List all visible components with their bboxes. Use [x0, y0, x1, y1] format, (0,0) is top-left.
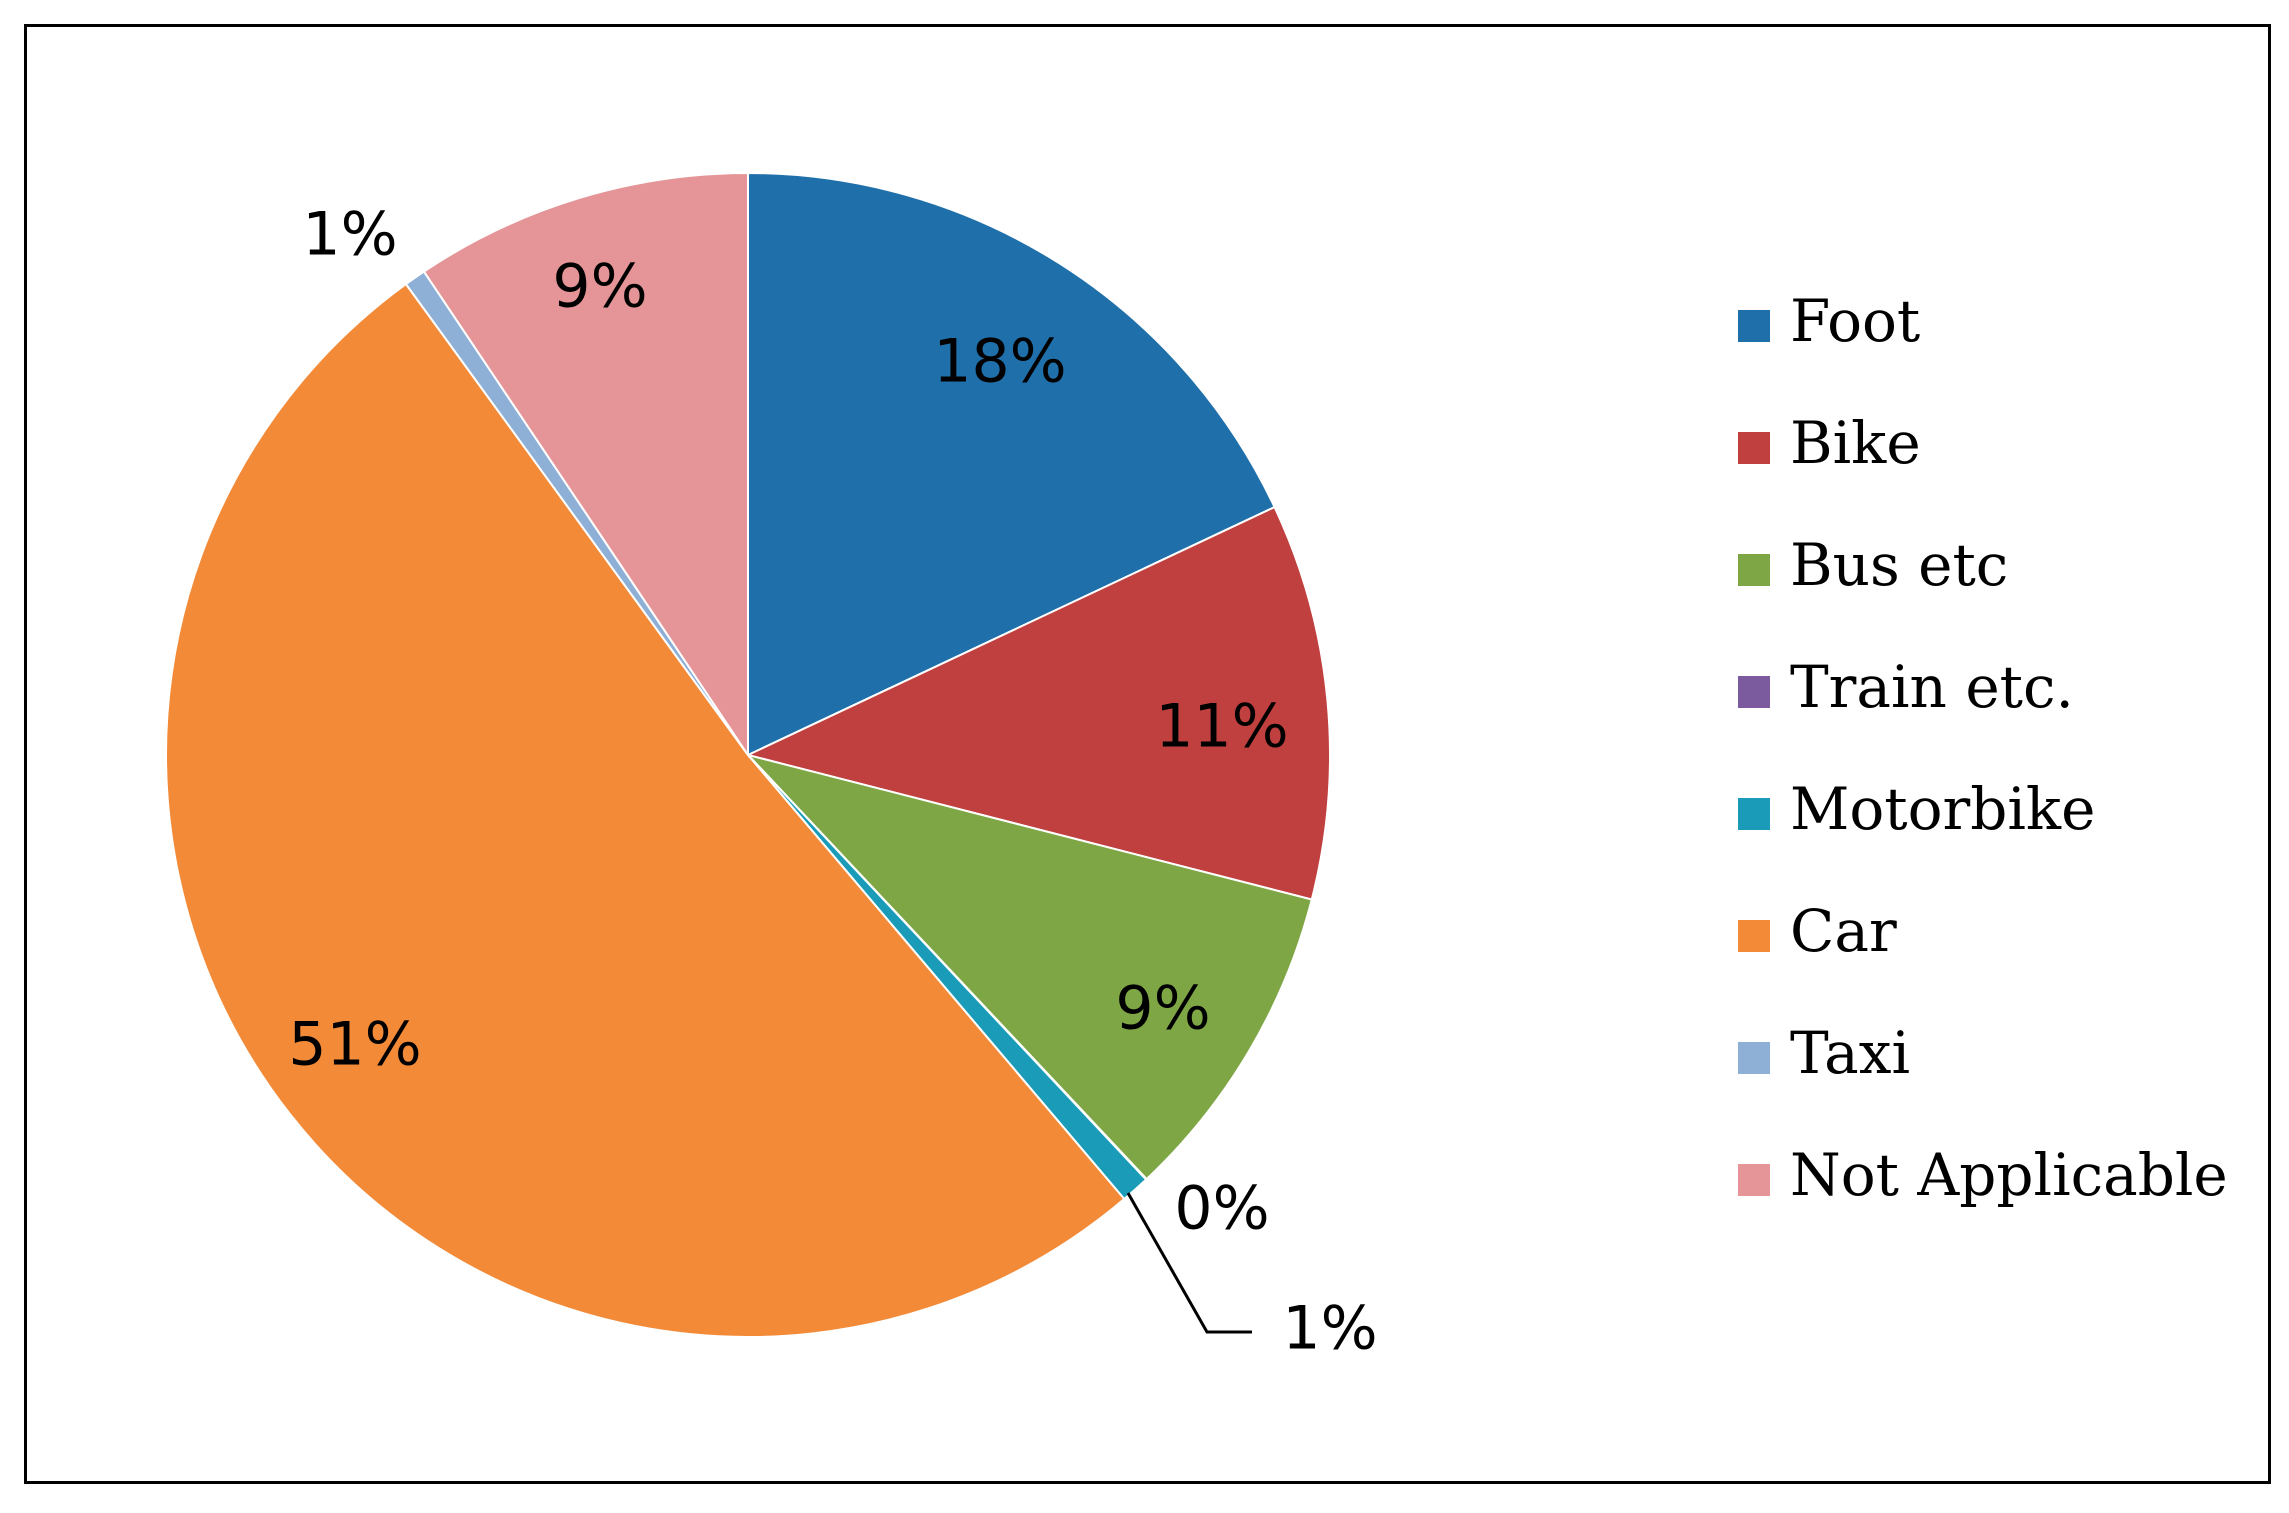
slice-car — [165, 282, 1126, 1338]
legend-swatch-train-etc — [1738, 676, 1770, 708]
legend-swatch-car — [1738, 920, 1770, 952]
data-label-foot: 18% — [933, 327, 1066, 397]
slice-labels: 18%11%9%0%1%51%1%9% — [288, 200, 1377, 1364]
legend: Foot Bike Bus etc Train etc. Motorbike Car Tax… — [1738, 287, 2228, 1209]
leader-line-motorbike — [1126, 1192, 1252, 1334]
slice-bike — [745, 505, 1331, 901]
legend-label-not-applicable: Not Applicable — [1790, 1141, 2228, 1209]
data-label-train-etc: 0% — [1174, 1174, 1269, 1244]
legend-swatch-bike — [1738, 432, 1770, 464]
legend-swatch-bus-etc — [1738, 554, 1770, 586]
data-label-bus-etc: 9% — [1115, 974, 1210, 1044]
pie-slices — [165, 171, 1331, 1338]
data-label-bike: 11% — [1155, 692, 1288, 762]
legend-swatch-foot — [1738, 310, 1770, 342]
legend-label-bike: Bike — [1790, 409, 1921, 477]
slice-bus-etc — [744, 753, 1313, 1181]
data-label-motorbike: 1% — [1282, 1294, 1377, 1364]
legend-label-taxi: Taxi — [1790, 1019, 1910, 1087]
legend-swatch-motorbike — [1738, 798, 1770, 830]
legend-label-bus-etc: Bus etc — [1790, 531, 2008, 599]
data-label-not-applicable: 9% — [552, 252, 647, 322]
legend-swatch-not-applicable — [1738, 1164, 1770, 1196]
legend-swatch-taxi — [1738, 1042, 1770, 1074]
data-label-taxi: 1% — [302, 200, 397, 270]
legend-label-foot: Foot — [1790, 287, 1920, 355]
slice-foot — [747, 171, 1276, 757]
slice-not-applicable — [422, 171, 749, 759]
legend-label-train-etc: Train etc. — [1790, 653, 2074, 721]
data-label-car: 51% — [288, 1010, 421, 1080]
legend-label-car: Car — [1790, 897, 1897, 965]
legend-label-motorbike: Motorbike — [1790, 775, 2095, 843]
